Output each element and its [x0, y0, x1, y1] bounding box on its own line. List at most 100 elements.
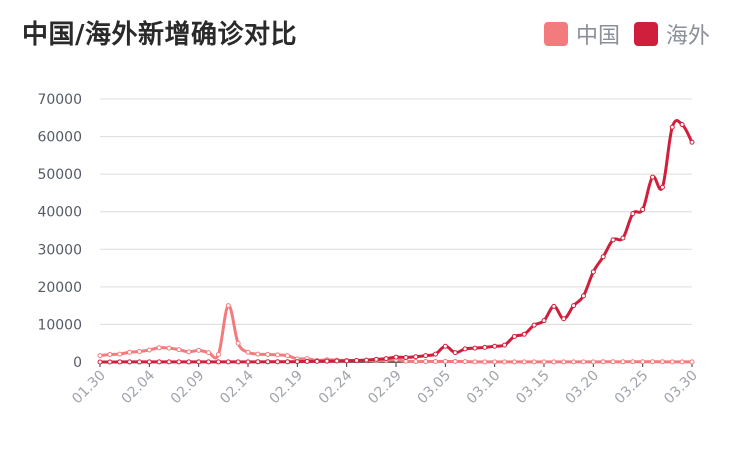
- data-point: [127, 349, 133, 355]
- data-point: [215, 359, 221, 365]
- data-point: [196, 347, 202, 353]
- data-point: [304, 358, 310, 364]
- data-point: [511, 359, 517, 365]
- x-tick-label: 02.19: [266, 368, 306, 408]
- data-point: [196, 359, 202, 365]
- data-point: [413, 359, 419, 365]
- legend-label-overseas: 海外: [665, 24, 710, 49]
- data-point: [679, 359, 685, 365]
- data-point: [146, 347, 152, 353]
- data-point: [561, 316, 567, 322]
- data-point: [265, 359, 271, 365]
- data-point: [472, 359, 478, 365]
- legend-swatch-china: [543, 22, 568, 46]
- data-point: [659, 359, 665, 365]
- data-point: [284, 353, 290, 359]
- y-tick-label: 60000: [37, 130, 82, 146]
- data-point: [117, 351, 123, 357]
- data-point: [650, 174, 656, 180]
- data-point: [97, 359, 103, 365]
- data-point: [275, 359, 281, 365]
- x-tick-label: 03.20: [562, 368, 602, 408]
- data-point: [166, 345, 172, 351]
- grid-lines: [100, 98, 692, 363]
- data-point: [136, 359, 142, 365]
- data-point: [97, 353, 103, 359]
- data-point: [640, 359, 646, 365]
- y-tick-label: 40000: [37, 205, 82, 221]
- data-point: [580, 359, 586, 365]
- data-point: [166, 359, 172, 365]
- x-axis: 01.30 02.04 02.09 02.14 02.19 02.24 02.29 03.05…: [69, 362, 701, 407]
- legend-item-china[interactable]: 中国: [543, 18, 620, 50]
- data-point: [107, 359, 113, 365]
- data-point: [186, 359, 192, 365]
- data-point: [630, 359, 636, 365]
- data-point: [413, 354, 419, 360]
- x-tick-label: 03.30: [661, 368, 701, 408]
- data-point: [294, 359, 300, 365]
- data-point: [344, 358, 350, 364]
- legend-item-overseas[interactable]: 海外: [633, 18, 710, 50]
- data-point: [472, 345, 478, 351]
- data-point: [206, 350, 212, 356]
- data-point: [442, 343, 448, 349]
- data-point: [452, 350, 458, 356]
- data-point: [442, 358, 448, 364]
- x-tick-label: 02.04: [118, 367, 158, 407]
- data-point: [225, 303, 231, 309]
- data-point: [363, 357, 369, 363]
- data-point: [650, 359, 656, 365]
- x-tick-label: 02.09: [168, 368, 208, 408]
- data-point: [393, 354, 399, 360]
- data-point: [127, 359, 133, 365]
- data-point: [640, 206, 646, 212]
- data-point: [541, 359, 547, 365]
- data-point: [462, 359, 468, 365]
- data-point: [590, 269, 596, 275]
- data-point: [403, 354, 409, 360]
- data-point: [502, 359, 508, 365]
- data-point: [689, 139, 695, 145]
- data-point: [561, 359, 567, 365]
- data-point: [245, 349, 251, 355]
- data-point: [630, 211, 636, 217]
- chart-title: 中国/海外新增确诊对比: [22, 20, 297, 50]
- data-point: [590, 359, 596, 365]
- data-point: [156, 359, 162, 365]
- data-point: [600, 254, 606, 260]
- data-point: [551, 359, 557, 365]
- data-point: [334, 358, 340, 364]
- y-tick-label: 50000: [37, 167, 82, 183]
- data-point: [284, 359, 290, 365]
- data-point: [432, 351, 438, 357]
- data-point: [432, 358, 438, 364]
- data-point: [107, 351, 113, 357]
- data-point: [521, 359, 527, 365]
- data-point: [423, 359, 429, 365]
- data-point: [225, 359, 231, 365]
- x-tick-label: 01.30: [69, 368, 109, 408]
- data-point: [669, 359, 675, 365]
- x-tick-label: 03.10: [464, 368, 504, 408]
- data-point: [492, 359, 498, 365]
- data-point: [176, 359, 182, 365]
- data-point: [462, 346, 468, 352]
- data-point: [679, 122, 685, 128]
- data-point: [531, 322, 537, 328]
- data-point: [324, 358, 330, 364]
- series-overseas: [97, 119, 695, 365]
- data-point: [215, 351, 221, 357]
- data-point: [659, 184, 665, 190]
- data-point: [354, 357, 360, 363]
- y-tick-label: 30000: [37, 242, 82, 258]
- x-tick-label: 02.24: [316, 367, 356, 407]
- data-point: [117, 359, 123, 365]
- data-point: [610, 359, 616, 365]
- data-point: [580, 293, 586, 299]
- series-line: [98, 119, 694, 364]
- data-point: [314, 358, 320, 364]
- y-tick-label: 0: [73, 355, 82, 371]
- data-point: [235, 340, 241, 346]
- data-point: [146, 359, 152, 365]
